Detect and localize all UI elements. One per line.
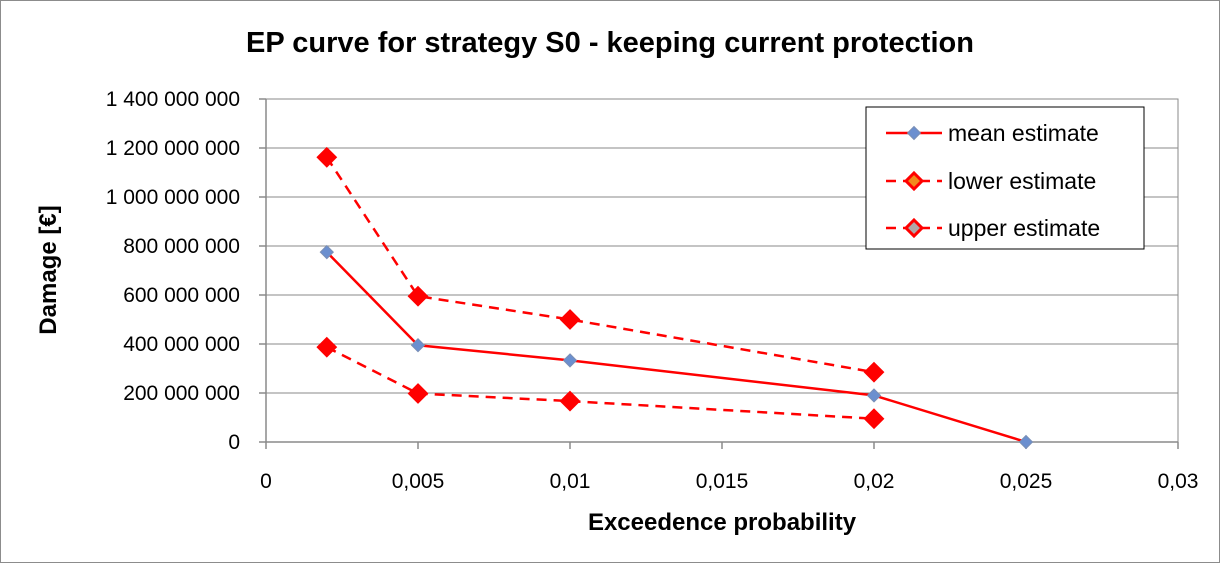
series-upper-estimate xyxy=(316,146,885,383)
series-line xyxy=(325,156,875,374)
y-tick-label: 800 000 000 xyxy=(123,235,240,258)
data-point xyxy=(559,309,581,330)
data-point xyxy=(316,336,338,358)
legend-label: upper estimate xyxy=(948,215,1100,241)
legend-item: mean estimate xyxy=(886,120,1099,146)
x-tick-label: 0,025 xyxy=(1000,470,1053,493)
x-tick-label: 0 xyxy=(260,470,272,493)
y-tick-label: 400 000 000 xyxy=(123,333,240,356)
y-tick-label: 600 000 000 xyxy=(123,284,240,307)
data-point xyxy=(316,146,338,168)
y-tick-label: 1 200 000 000 xyxy=(106,137,240,160)
legend-item: lower estimate xyxy=(886,168,1096,194)
data-point xyxy=(863,361,885,383)
y-tick-label: 1 400 000 000 xyxy=(106,88,240,111)
legend: mean estimate lower estimate upper estimat… xyxy=(865,106,1145,250)
x-tick-label: 0,03 xyxy=(1158,470,1199,493)
legend-item: upper estimate xyxy=(886,215,1100,241)
data-point xyxy=(407,285,429,307)
x-tick-label: 0,02 xyxy=(854,470,895,493)
legend-marker-icon xyxy=(906,125,922,141)
data-point xyxy=(863,408,885,430)
x-tick-label: 0,01 xyxy=(550,470,591,493)
x-tick-label: 0,005 xyxy=(392,470,445,493)
data-point xyxy=(319,244,335,260)
series-line xyxy=(326,346,875,420)
legend-label: lower estimate xyxy=(948,168,1096,194)
legend-label: mean estimate xyxy=(948,120,1099,146)
x-axis-title: Exceedence probability xyxy=(588,509,857,536)
data-point xyxy=(410,338,426,353)
y-tick-label: 1 000 000 000 xyxy=(106,186,240,209)
data-point xyxy=(1018,434,1034,450)
data-point xyxy=(407,383,429,404)
legend-marker-icon xyxy=(903,170,925,192)
y-tick-label: 0 xyxy=(228,431,240,454)
x-tick-label: 0,015 xyxy=(696,470,749,493)
chart-title: EP curve for strategy S0 - keeping curre… xyxy=(246,27,974,59)
series-lower-estimate xyxy=(316,336,885,430)
legend-marker-icon xyxy=(903,217,925,239)
series-mean-estimate xyxy=(319,244,1034,450)
y-tick-label: 200 000 000 xyxy=(123,382,240,405)
y-axis-title: Damage [€] xyxy=(35,205,62,334)
data-point xyxy=(559,390,581,412)
data-point xyxy=(866,388,882,403)
data-point xyxy=(562,353,578,368)
